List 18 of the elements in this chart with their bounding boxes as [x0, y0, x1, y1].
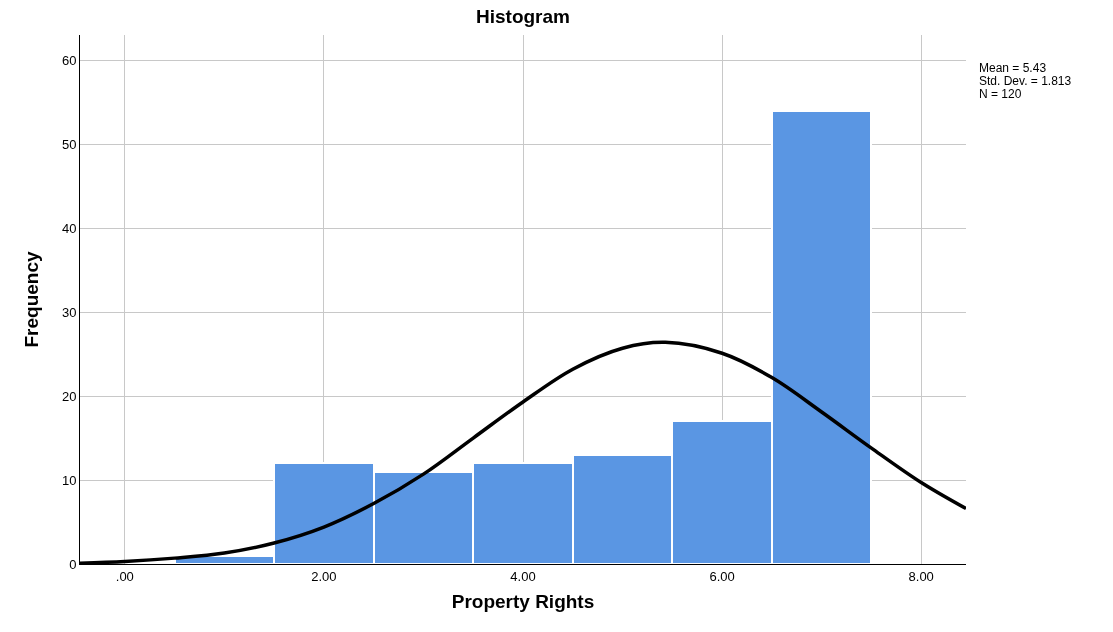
- text: N = 120: [979, 87, 1022, 101]
- x-axis-title: Property Rights: [451, 591, 595, 613]
- chart-title: Histogram: [476, 5, 570, 27]
- y-tick-label: 40: [61, 220, 77, 236]
- x-tick-label: 6.00: [709, 568, 735, 584]
- y-tick-label: 50: [61, 136, 77, 152]
- y-tick-label: 20: [61, 388, 77, 404]
- x-tick-label: .00: [115, 568, 134, 584]
- x-tick-label: 2.00: [311, 568, 337, 584]
- y-tick-label: 10: [61, 472, 77, 488]
- x-tick-label: 8.00: [908, 568, 934, 584]
- y-axis-title: Frequency: [20, 251, 42, 348]
- text: Mean = 5.43: [979, 61, 1047, 75]
- y-tick-label: 30: [61, 304, 77, 320]
- x-tick-label: 4.00: [510, 568, 536, 584]
- text: Std. Dev. = 1.813: [979, 74, 1072, 88]
- y-tick-label: 0: [69, 556, 77, 572]
- y-tick-label: 60: [61, 52, 77, 68]
